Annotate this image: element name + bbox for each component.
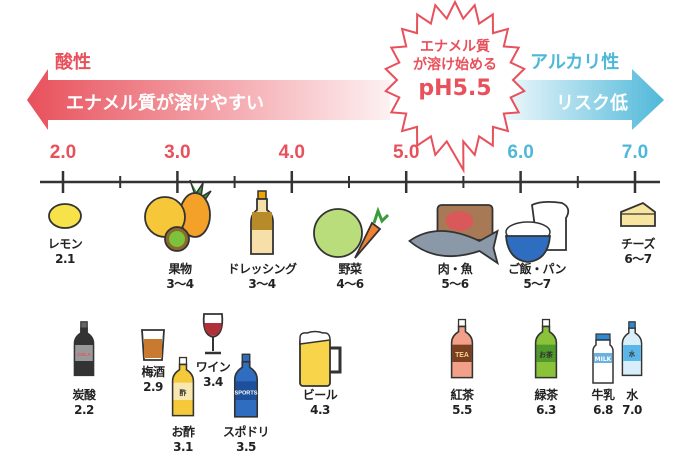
food-name: ご飯・パン [507,262,567,276]
drink-label: お酢 3.1 [171,425,195,455]
drink-label: スポドリ 3.5 [222,425,270,455]
food-ph-value: 3〜4 [166,277,194,291]
svg-text:COLA: COLA [77,352,91,358]
svg-text:水: 水 [629,349,636,358]
drink-label: ワイン 3.4 [196,360,231,390]
drink-label: 水 7.0 [622,388,642,418]
drink-ph-value: 4.3 [310,403,330,417]
ph55-starburst [383,0,527,174]
green-tea-bottle-icon: お茶 [533,313,559,389]
food-name: ドレッシング [227,262,297,276]
drink-name: お酢 [171,425,195,439]
svg-text:TEA: TEA [455,352,469,359]
food-label: 野菜 4〜6 [336,262,364,292]
ph-scale-graphic [27,0,664,193]
drink-name: ビール [302,388,338,402]
food-ph-value: 3〜4 [248,277,276,291]
drink-name: 紅茶 [450,388,474,402]
vegetables-icon [310,203,390,267]
drink-label: 梅酒 2.9 [141,365,165,395]
food-label: ご飯・パン 5〜7 [507,262,567,292]
food-label: レモン 2.1 [48,237,83,267]
food-ph-value: 5〜7 [523,277,551,291]
food-ph-value: 4〜6 [336,277,364,291]
beer-mug-icon [295,330,345,392]
milk-bottle-icon: MILK [592,333,614,389]
drink-name: 緑茶 [534,388,558,402]
vinegar-bottle-icon: 酢 [170,353,196,425]
black-tea-bottle-icon: TEA [449,313,475,389]
drink-name: 梅酒 [141,365,165,379]
tick-label-4.0: 4.0 [278,142,306,163]
food-label: 果物 3〜4 [166,262,194,292]
food-name: レモン [47,237,83,251]
alkaline-title: アルカリ性 [530,52,620,73]
food-label: ドレッシング 3〜4 [227,262,297,292]
food-ph-value: 6〜7 [624,252,652,266]
cheese-icon [618,200,658,234]
rice-bread-icon [502,200,572,269]
drink-ph-value: 5.5 [452,403,472,417]
drink-name: 炭酸 [72,388,96,402]
burst-line-3: pH5.5 [418,76,492,101]
drink-ph-value: 6.8 [593,403,613,417]
drink-ph-value: 3.1 [173,440,193,454]
umeshu-glass-icon [139,327,167,367]
tick-label-3.0: 3.0 [164,142,191,163]
svg-text:酢: 酢 [180,388,187,397]
drink-name: 牛乳 [591,388,615,402]
svg-text:SPORTS: SPORTS [234,390,257,396]
drink-ph-value: 6.3 [536,403,556,417]
drink-name: ワイン [195,360,231,374]
meat-fish-icon [408,203,503,287]
drink-label: 緑茶 6.3 [534,388,558,418]
drink-name: スポドリ [222,425,270,439]
fruits-icon [140,175,220,259]
tick-label-5.0: 5.0 [392,142,420,163]
food-name: 果物 [168,262,192,276]
dressing-bottle-icon [249,190,275,260]
lemon-icon [45,200,85,236]
food-name: 肉・魚 [437,262,473,276]
drink-ph-value: 3.5 [236,440,256,454]
drink-label: ビール 4.3 [303,388,338,418]
drink-name: 水 [626,388,638,402]
drink-label: 紅茶 5.5 [450,388,474,418]
sports-drink-icon: SPORTS [232,350,260,426]
alkaline-band-text: リスク低 [556,93,628,114]
acid-title: 酸性 [55,52,91,73]
drink-ph-value: 7.0 [622,403,642,417]
food-ph-value: 2.1 [55,252,75,266]
burst-line-2: が溶け始める [413,57,497,73]
drink-label: 炭酸 2.2 [72,388,96,418]
tick-label-6.0: 6.0 [507,142,534,163]
food-label: チーズ 6〜7 [621,237,655,267]
food-name: 野菜 [338,262,362,276]
svg-text:お茶: お茶 [539,350,553,359]
drink-ph-value: 2.2 [74,403,94,417]
burst-text: エナメル質 が溶け始める pH5.5 [413,38,497,104]
acid-band-text: エナメル質が溶けやすい [66,93,264,114]
food-label: 肉・魚 5〜6 [438,262,473,292]
wine-glass-icon [200,311,226,361]
svg-text:MILK: MILK [595,356,612,363]
alkaline-arrow [505,69,664,130]
burst-line-1: エナメル質 [420,39,490,55]
tick-label-2.0: 2.0 [49,142,77,163]
tick-label-7.0: 7.0 [621,142,649,163]
drink-label: 牛乳 6.8 [591,388,615,418]
water-bottle-icon: 水 [620,313,644,389]
acid-arrow [27,69,390,130]
food-ph-value: 5〜6 [441,277,469,291]
drink-ph-value: 2.9 [143,380,163,394]
drink-ph-value: 3.4 [203,375,223,389]
cola-bottle-icon: COLA [72,313,96,389]
food-name: チーズ [621,237,655,251]
